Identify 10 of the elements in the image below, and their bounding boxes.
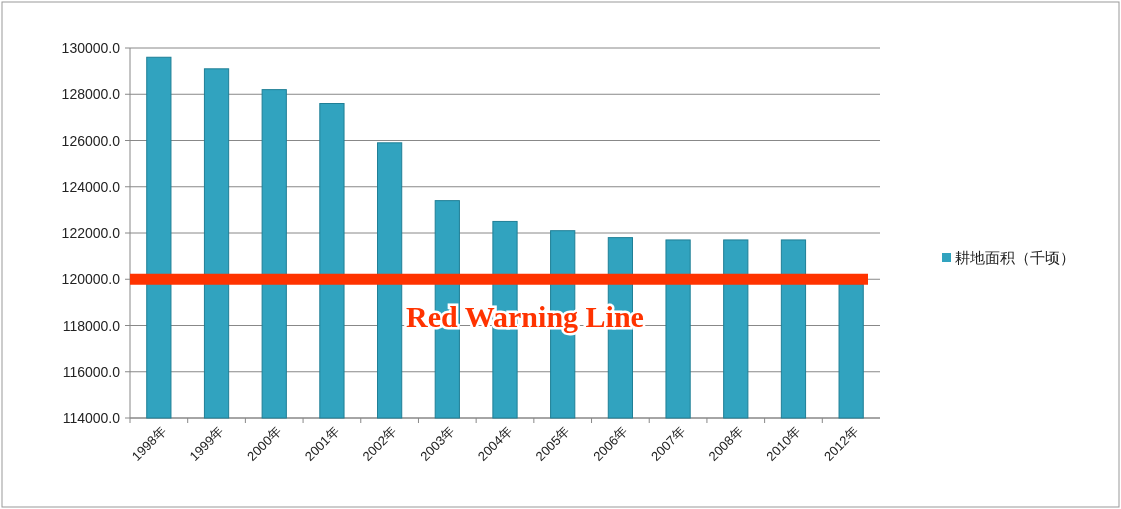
y-tick-label: 128000.0 bbox=[61, 86, 121, 103]
y-tick-label: 130000.0 bbox=[61, 40, 121, 56]
y-tick-label: 122000.0 bbox=[61, 225, 121, 241]
y-tick-label: 114000.0 bbox=[62, 410, 121, 426]
y-tick-label: 116000.0 bbox=[62, 363, 121, 380]
y-tick-label: 126000.0 bbox=[61, 132, 121, 149]
y-tick-label: 120000.0 bbox=[61, 271, 121, 288]
y-tick-label: 118000.0 bbox=[62, 317, 121, 334]
legend-label: 耕地面积（千顷） bbox=[955, 249, 1075, 266]
y-tick-label: 124000.0 bbox=[61, 178, 121, 195]
